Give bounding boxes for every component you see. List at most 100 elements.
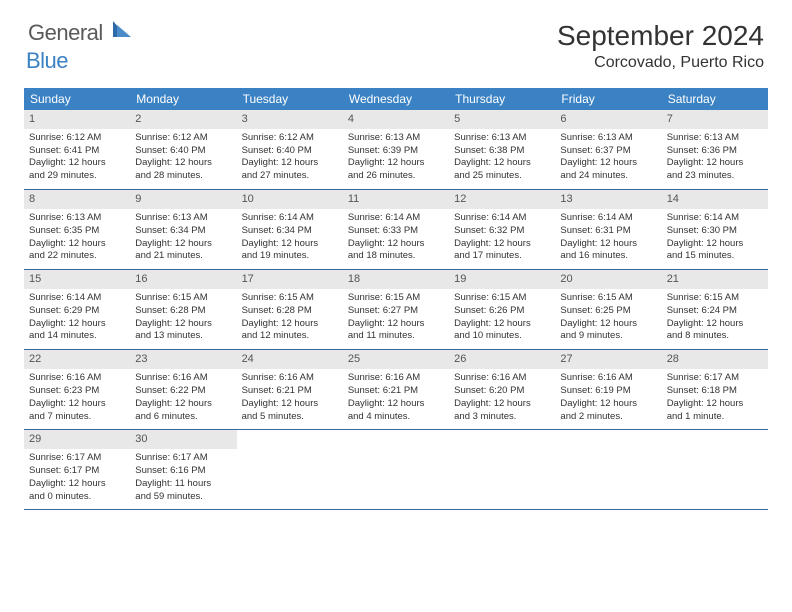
day-line-dl1: Daylight: 12 hours (135, 398, 231, 411)
day-line-sunrise: Sunrise: 6:13 AM (135, 212, 231, 225)
day-body: Sunrise: 6:16 AMSunset: 6:21 PMDaylight:… (237, 369, 343, 429)
day-cell: 8Sunrise: 6:13 AMSunset: 6:35 PMDaylight… (24, 190, 130, 269)
day-body: Sunrise: 6:12 AMSunset: 6:41 PMDaylight:… (24, 129, 130, 189)
brand-part1: General (28, 20, 103, 46)
week-row: 15Sunrise: 6:14 AMSunset: 6:29 PMDayligh… (24, 270, 768, 350)
day-cell: 30Sunrise: 6:17 AMSunset: 6:16 PMDayligh… (130, 430, 236, 509)
day-body: Sunrise: 6:13 AMSunset: 6:35 PMDaylight:… (24, 209, 130, 269)
day-line-sunrise: Sunrise: 6:15 AM (454, 292, 550, 305)
day-line-sunrise: Sunrise: 6:17 AM (667, 372, 763, 385)
day-body: Sunrise: 6:13 AMSunset: 6:39 PMDaylight:… (343, 129, 449, 189)
day-line-dl2: and 15 minutes. (667, 250, 763, 263)
day-cell: 24Sunrise: 6:16 AMSunset: 6:21 PMDayligh… (237, 350, 343, 429)
day-body: Sunrise: 6:15 AMSunset: 6:28 PMDaylight:… (130, 289, 236, 349)
day-number: 20 (555, 270, 661, 289)
day-line-dl1: Daylight: 12 hours (135, 318, 231, 331)
day-body: Sunrise: 6:13 AMSunset: 6:38 PMDaylight:… (449, 129, 555, 189)
day-cell (237, 430, 343, 509)
day-number: 9 (130, 190, 236, 209)
day-number: 4 (343, 110, 449, 129)
day-cell: 25Sunrise: 6:16 AMSunset: 6:21 PMDayligh… (343, 350, 449, 429)
day-line-dl2: and 10 minutes. (454, 330, 550, 343)
day-cell: 20Sunrise: 6:15 AMSunset: 6:25 PMDayligh… (555, 270, 661, 349)
day-line-sunrise: Sunrise: 6:15 AM (348, 292, 444, 305)
day-line-sunrise: Sunrise: 6:15 AM (242, 292, 338, 305)
day-line-sunrise: Sunrise: 6:16 AM (560, 372, 656, 385)
day-line-dl2: and 27 minutes. (242, 170, 338, 183)
day-line-sunset: Sunset: 6:21 PM (348, 385, 444, 398)
day-line-sunset: Sunset: 6:30 PM (667, 225, 763, 238)
day-cell: 28Sunrise: 6:17 AMSunset: 6:18 PMDayligh… (662, 350, 768, 429)
day-line-sunset: Sunset: 6:40 PM (242, 145, 338, 158)
week-row: 8Sunrise: 6:13 AMSunset: 6:35 PMDaylight… (24, 190, 768, 270)
day-body: Sunrise: 6:14 AMSunset: 6:32 PMDaylight:… (449, 209, 555, 269)
day-line-dl1: Daylight: 12 hours (242, 157, 338, 170)
day-line-dl1: Daylight: 12 hours (454, 238, 550, 251)
day-line-dl1: Daylight: 12 hours (29, 157, 125, 170)
day-line-sunset: Sunset: 6:39 PM (348, 145, 444, 158)
day-line-dl1: Daylight: 12 hours (560, 157, 656, 170)
day-body: Sunrise: 6:13 AMSunset: 6:37 PMDaylight:… (555, 129, 661, 189)
day-line-dl1: Daylight: 12 hours (348, 238, 444, 251)
day-line-sunset: Sunset: 6:24 PM (667, 305, 763, 318)
day-line-sunset: Sunset: 6:29 PM (29, 305, 125, 318)
day-cell: 21Sunrise: 6:15 AMSunset: 6:24 PMDayligh… (662, 270, 768, 349)
day-line-sunrise: Sunrise: 6:15 AM (560, 292, 656, 305)
day-line-dl1: Daylight: 12 hours (29, 238, 125, 251)
day-line-sunset: Sunset: 6:23 PM (29, 385, 125, 398)
day-line-dl2: and 28 minutes. (135, 170, 231, 183)
day-body: Sunrise: 6:13 AMSunset: 6:36 PMDaylight:… (662, 129, 768, 189)
day-cell: 5Sunrise: 6:13 AMSunset: 6:38 PMDaylight… (449, 110, 555, 189)
day-line-dl1: Daylight: 12 hours (135, 157, 231, 170)
day-line-dl2: and 2 minutes. (560, 411, 656, 424)
day-line-sunrise: Sunrise: 6:16 AM (135, 372, 231, 385)
day-line-sunrise: Sunrise: 6:12 AM (242, 132, 338, 145)
day-cell: 15Sunrise: 6:14 AMSunset: 6:29 PMDayligh… (24, 270, 130, 349)
day-cell: 12Sunrise: 6:14 AMSunset: 6:32 PMDayligh… (449, 190, 555, 269)
day-line-dl1: Daylight: 12 hours (454, 157, 550, 170)
day-cell: 23Sunrise: 6:16 AMSunset: 6:22 PMDayligh… (130, 350, 236, 429)
day-number: 19 (449, 270, 555, 289)
day-line-sunrise: Sunrise: 6:14 AM (667, 212, 763, 225)
day-body: Sunrise: 6:14 AMSunset: 6:30 PMDaylight:… (662, 209, 768, 269)
day-line-sunrise: Sunrise: 6:13 AM (560, 132, 656, 145)
day-cell (449, 430, 555, 509)
day-line-dl2: and 12 minutes. (242, 330, 338, 343)
day-number: 22 (24, 350, 130, 369)
day-line-dl2: and 59 minutes. (135, 491, 231, 504)
day-line-dl1: Daylight: 11 hours (135, 478, 231, 491)
day-line-dl2: and 1 minute. (667, 411, 763, 424)
day-line-sunrise: Sunrise: 6:13 AM (667, 132, 763, 145)
day-line-dl2: and 0 minutes. (29, 491, 125, 504)
day-line-dl2: and 21 minutes. (135, 250, 231, 263)
day-line-sunset: Sunset: 6:22 PM (135, 385, 231, 398)
day-cell: 14Sunrise: 6:14 AMSunset: 6:30 PMDayligh… (662, 190, 768, 269)
day-number: 28 (662, 350, 768, 369)
day-line-dl2: and 22 minutes. (29, 250, 125, 263)
day-cell: 19Sunrise: 6:15 AMSunset: 6:26 PMDayligh… (449, 270, 555, 349)
day-line-dl1: Daylight: 12 hours (242, 318, 338, 331)
day-number: 14 (662, 190, 768, 209)
day-line-sunrise: Sunrise: 6:12 AM (135, 132, 231, 145)
day-number: 13 (555, 190, 661, 209)
day-line-dl1: Daylight: 12 hours (560, 398, 656, 411)
day-line-sunset: Sunset: 6:38 PM (454, 145, 550, 158)
day-body: Sunrise: 6:16 AMSunset: 6:20 PMDaylight:… (449, 369, 555, 429)
day-body: Sunrise: 6:15 AMSunset: 6:27 PMDaylight:… (343, 289, 449, 349)
calendar-grid: SundayMondayTuesdayWednesdayThursdayFrid… (24, 88, 768, 510)
day-number: 17 (237, 270, 343, 289)
day-cell: 26Sunrise: 6:16 AMSunset: 6:20 PMDayligh… (449, 350, 555, 429)
day-line-sunset: Sunset: 6:32 PM (454, 225, 550, 238)
day-cell: 11Sunrise: 6:14 AMSunset: 6:33 PMDayligh… (343, 190, 449, 269)
day-line-dl2: and 24 minutes. (560, 170, 656, 183)
day-line-sunset: Sunset: 6:17 PM (29, 465, 125, 478)
day-number: 18 (343, 270, 449, 289)
day-number: 11 (343, 190, 449, 209)
day-body: Sunrise: 6:14 AMSunset: 6:34 PMDaylight:… (237, 209, 343, 269)
day-line-sunrise: Sunrise: 6:15 AM (135, 292, 231, 305)
day-header: Sunday (24, 88, 130, 110)
day-body: Sunrise: 6:17 AMSunset: 6:17 PMDaylight:… (24, 449, 130, 509)
day-line-dl1: Daylight: 12 hours (242, 238, 338, 251)
week-row: 1Sunrise: 6:12 AMSunset: 6:41 PMDaylight… (24, 110, 768, 190)
day-number: 7 (662, 110, 768, 129)
